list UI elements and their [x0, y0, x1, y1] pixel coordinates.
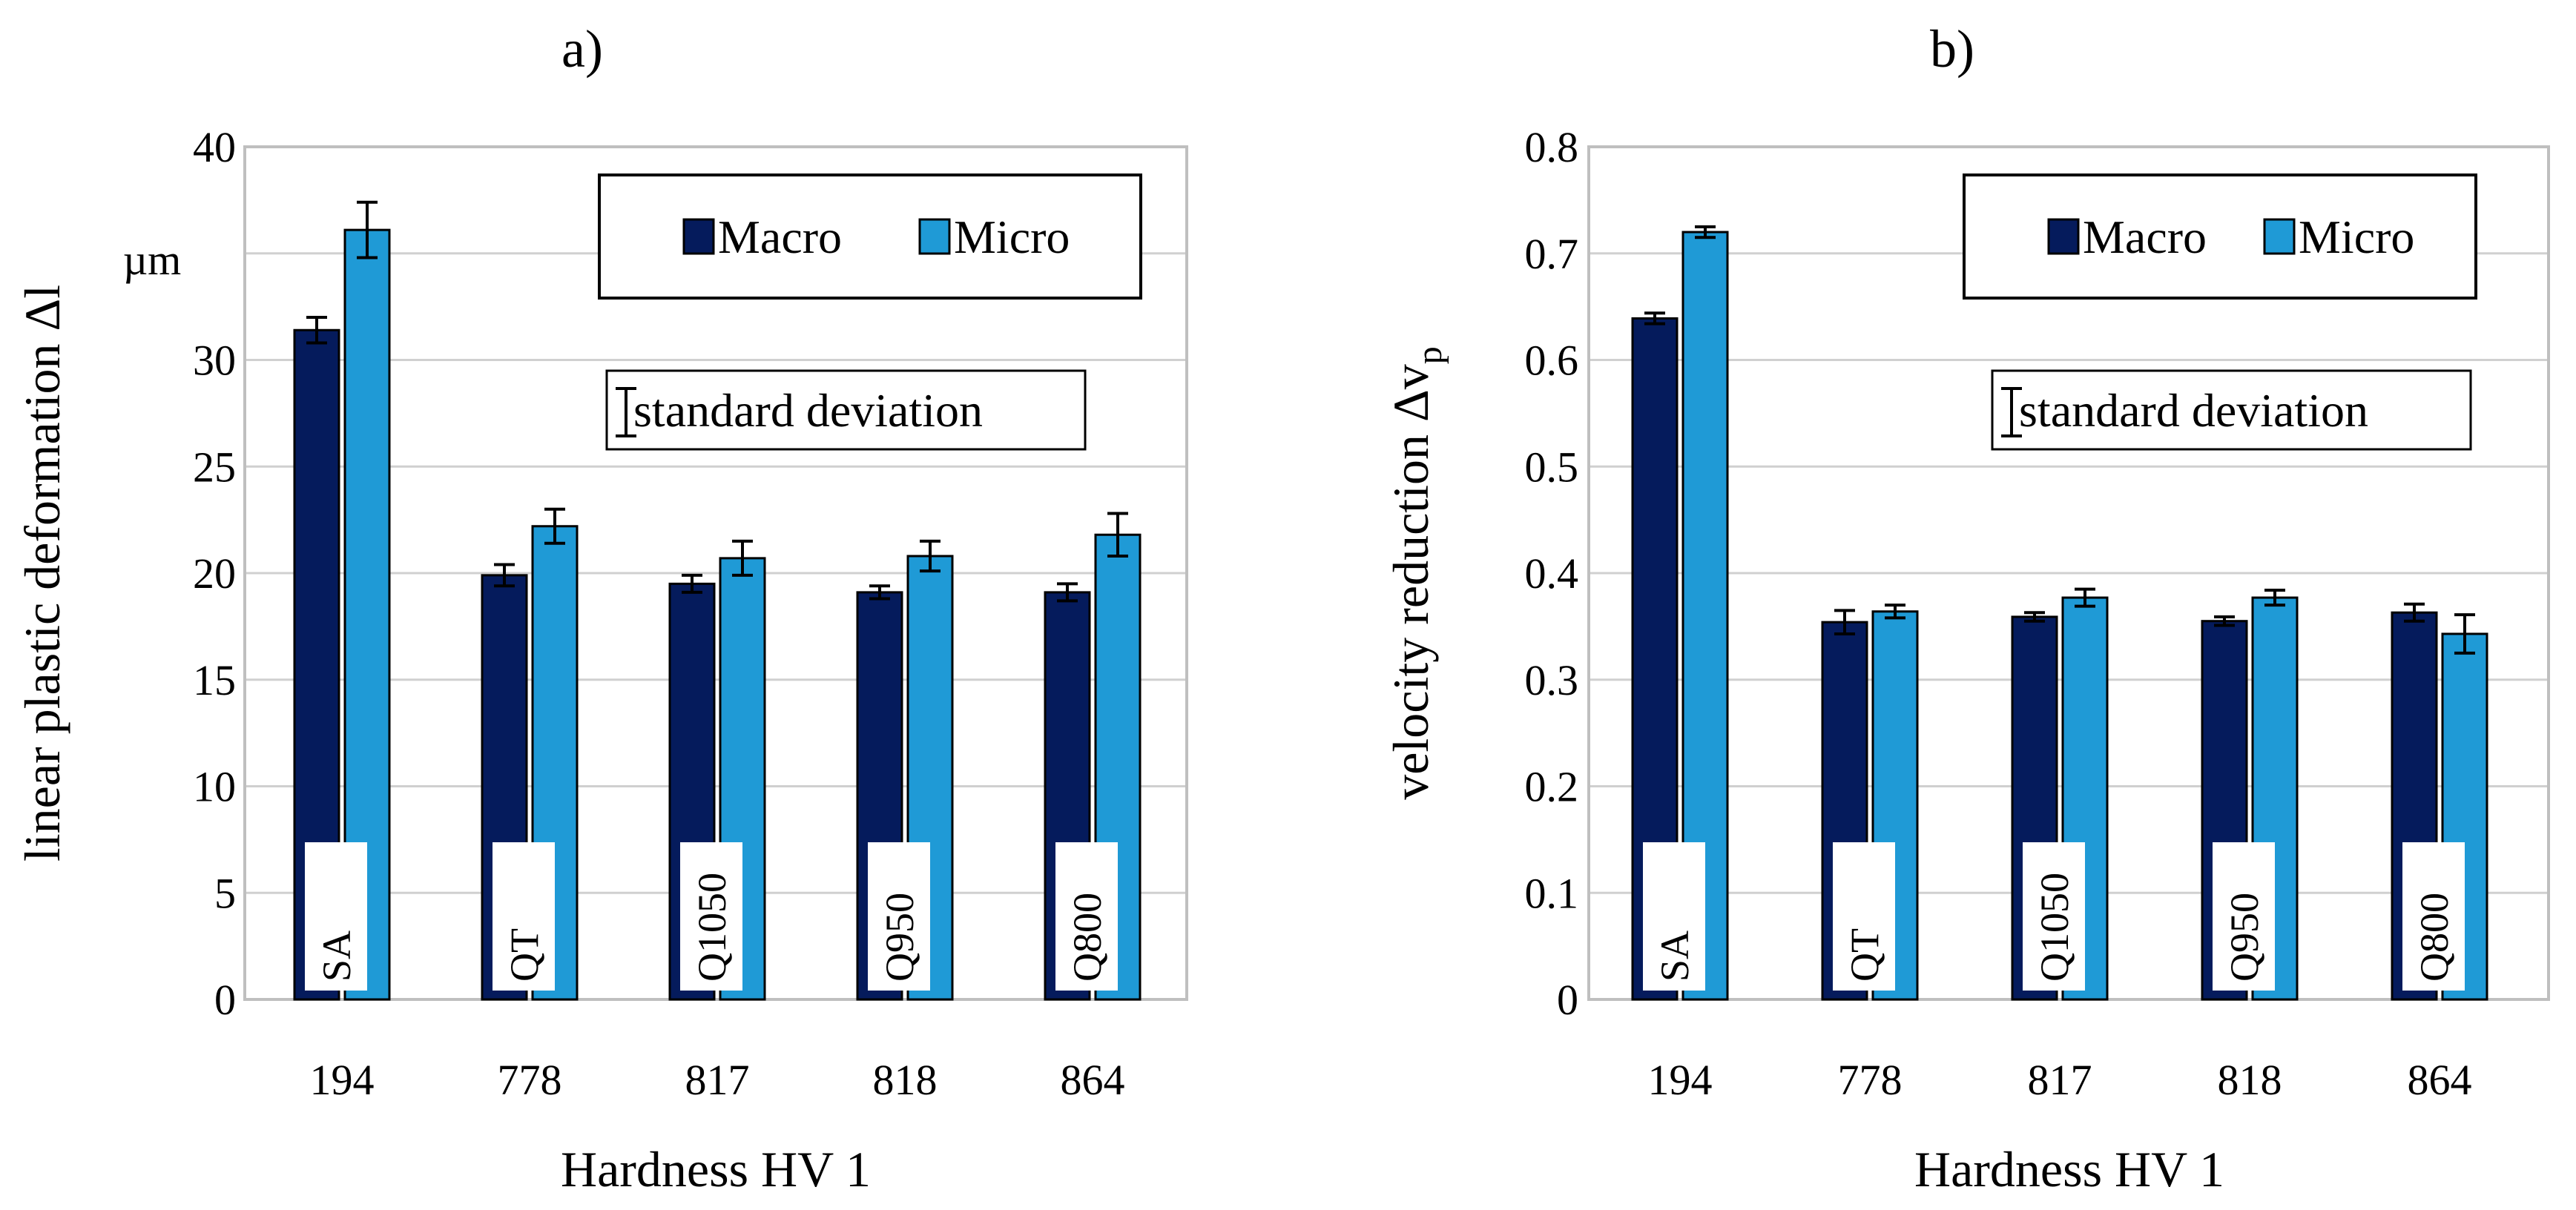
x-tick-label: 864: [2408, 1056, 2472, 1104]
y-axis-title-text: linear plastic deformation Δl: [14, 285, 70, 862]
legend-swatch-micro: [2263, 218, 2296, 255]
chart-panel-b: 0 0.1 0.2 0.3 0.4 0.5 0.6 0.7 0.8 velocity reduct…: [1383, 19, 2550, 1197]
std-deviation-annotation: standard deviation: [605, 369, 1087, 451]
legend-label-macro: Macro: [2083, 211, 2207, 263]
x-tick-label: 817: [2028, 1056, 2092, 1104]
error-bar: [2404, 602, 2425, 623]
error-bar: [2264, 589, 2285, 607]
legend-label-micro: Micro: [954, 211, 1070, 263]
x-axis-title: Hardness HV 1: [561, 1141, 871, 1197]
error-bar: [682, 573, 702, 594]
legend: Macro Micro: [598, 173, 1142, 300]
category-label-box: [305, 842, 367, 991]
std-deviation-label: standard deviation: [633, 384, 983, 437]
category-label: QT: [502, 928, 547, 982]
error-bar-icon: [616, 387, 636, 437]
y-tick-label: 0.6: [1525, 337, 1579, 385]
error-bar: [544, 507, 565, 545]
error-bar: [1107, 512, 1128, 558]
legend-swatch-macro: [2047, 218, 2080, 255]
error-bar: [2454, 613, 2475, 655]
error-bar: [1644, 311, 1665, 325]
error-bar: [2024, 611, 2045, 623]
category-label-box: [2402, 842, 2465, 991]
error-bar-icon: [2001, 387, 2022, 437]
legend-swatch-macro: [682, 218, 715, 255]
category-label: SA: [1653, 930, 1697, 982]
error-bar: [1057, 582, 1078, 603]
category-label-box: [868, 842, 930, 991]
error-bar: [732, 539, 753, 577]
y-tick-label: 0.4: [1525, 549, 1579, 598]
y-tick-label: 40: [193, 123, 236, 171]
error-bar: [920, 539, 941, 573]
legend-label-micro: Micro: [2299, 211, 2414, 263]
category-label-box: [1643, 842, 1705, 991]
error-bar: [306, 316, 327, 345]
error-bar: [1834, 609, 1855, 635]
legend: Macro Micro: [1963, 173, 2477, 300]
category-label: Q950: [2222, 893, 2267, 982]
error-bar: [494, 563, 515, 588]
category-label-box: [493, 842, 555, 991]
x-tick-label: 778: [498, 1056, 562, 1104]
y-tick-label: 0.3: [1525, 656, 1579, 704]
legend-label-macro: Macro: [718, 211, 842, 263]
std-deviation-box: [605, 369, 1087, 451]
y-tick-label: 5: [214, 869, 236, 917]
std-deviation-box: [1991, 369, 2472, 451]
category-label: QT: [1842, 928, 1887, 982]
y-tick-label: 0: [214, 976, 236, 1024]
y-axis-title: velocity reduction Δvp: [1383, 346, 1449, 800]
category-label: Q800: [2412, 893, 2457, 982]
y-axis-title-text: velocity reduction Δv: [1383, 364, 1439, 800]
panel-label: b): [1930, 19, 1974, 79]
x-axis-title: Hardness HV 1: [1914, 1141, 2224, 1197]
category-label-box: [1833, 842, 1895, 991]
x-tick-label: 818: [2218, 1056, 2282, 1104]
y-unit-label: µm: [123, 236, 182, 284]
error-bar: [1885, 604, 1905, 620]
std-deviation-label: standard deviation: [2019, 384, 2368, 437]
x-tick-label: 818: [873, 1056, 938, 1104]
x-tick-label: 194: [310, 1056, 375, 1104]
y-axis-title-subscript: p: [1410, 346, 1449, 364]
y-tick-label: 25: [193, 443, 236, 491]
category-label: Q1050: [690, 873, 734, 982]
category-label: Q950: [877, 893, 922, 982]
category-label-box: [1055, 842, 1118, 991]
y-tick-label: 15: [193, 656, 236, 704]
category-label-box: [680, 842, 742, 991]
y-tick-label: 0.2: [1525, 763, 1579, 811]
error-bar: [869, 584, 890, 601]
chart-panel-a: 0 5 10 15 20 25 30 40 µm linear plastic deformati…: [14, 19, 1188, 1197]
error-bar: [1695, 225, 1716, 239]
error-bar: [2075, 587, 2095, 608]
y-tick-label: 20: [193, 549, 236, 598]
y-tick-label: 0.5: [1525, 443, 1579, 491]
y-tick-label: 0.1: [1525, 869, 1579, 917]
y-axis-title: linear plastic deformation Δl: [14, 285, 70, 862]
x-tick-label: 194: [1648, 1056, 1713, 1104]
x-tick-label: 864: [1061, 1056, 1125, 1104]
y-tick-label: 0: [1557, 976, 1578, 1024]
error-bar: [357, 200, 378, 259]
y-tick-label: 10: [193, 763, 236, 811]
category-label: Q1050: [2032, 873, 2077, 982]
std-deviation-annotation: standard deviation: [1991, 369, 2472, 451]
y-tick-label: 30: [193, 337, 236, 385]
error-bar: [2214, 615, 2235, 627]
category-label-box: [2213, 842, 2275, 991]
y-tick-label: 0.8: [1525, 123, 1579, 171]
plot-frame: [243, 145, 1188, 1001]
legend-swatch-micro: [918, 218, 951, 255]
category-label-box: [2023, 842, 2085, 991]
category-label: Q800: [1065, 893, 1110, 982]
category-label: SA: [314, 930, 359, 982]
x-tick-label: 817: [685, 1056, 750, 1104]
y-tick-label: 0.7: [1525, 230, 1579, 278]
panel-label: a): [561, 19, 603, 79]
x-tick-label: 778: [1838, 1056, 1903, 1104]
